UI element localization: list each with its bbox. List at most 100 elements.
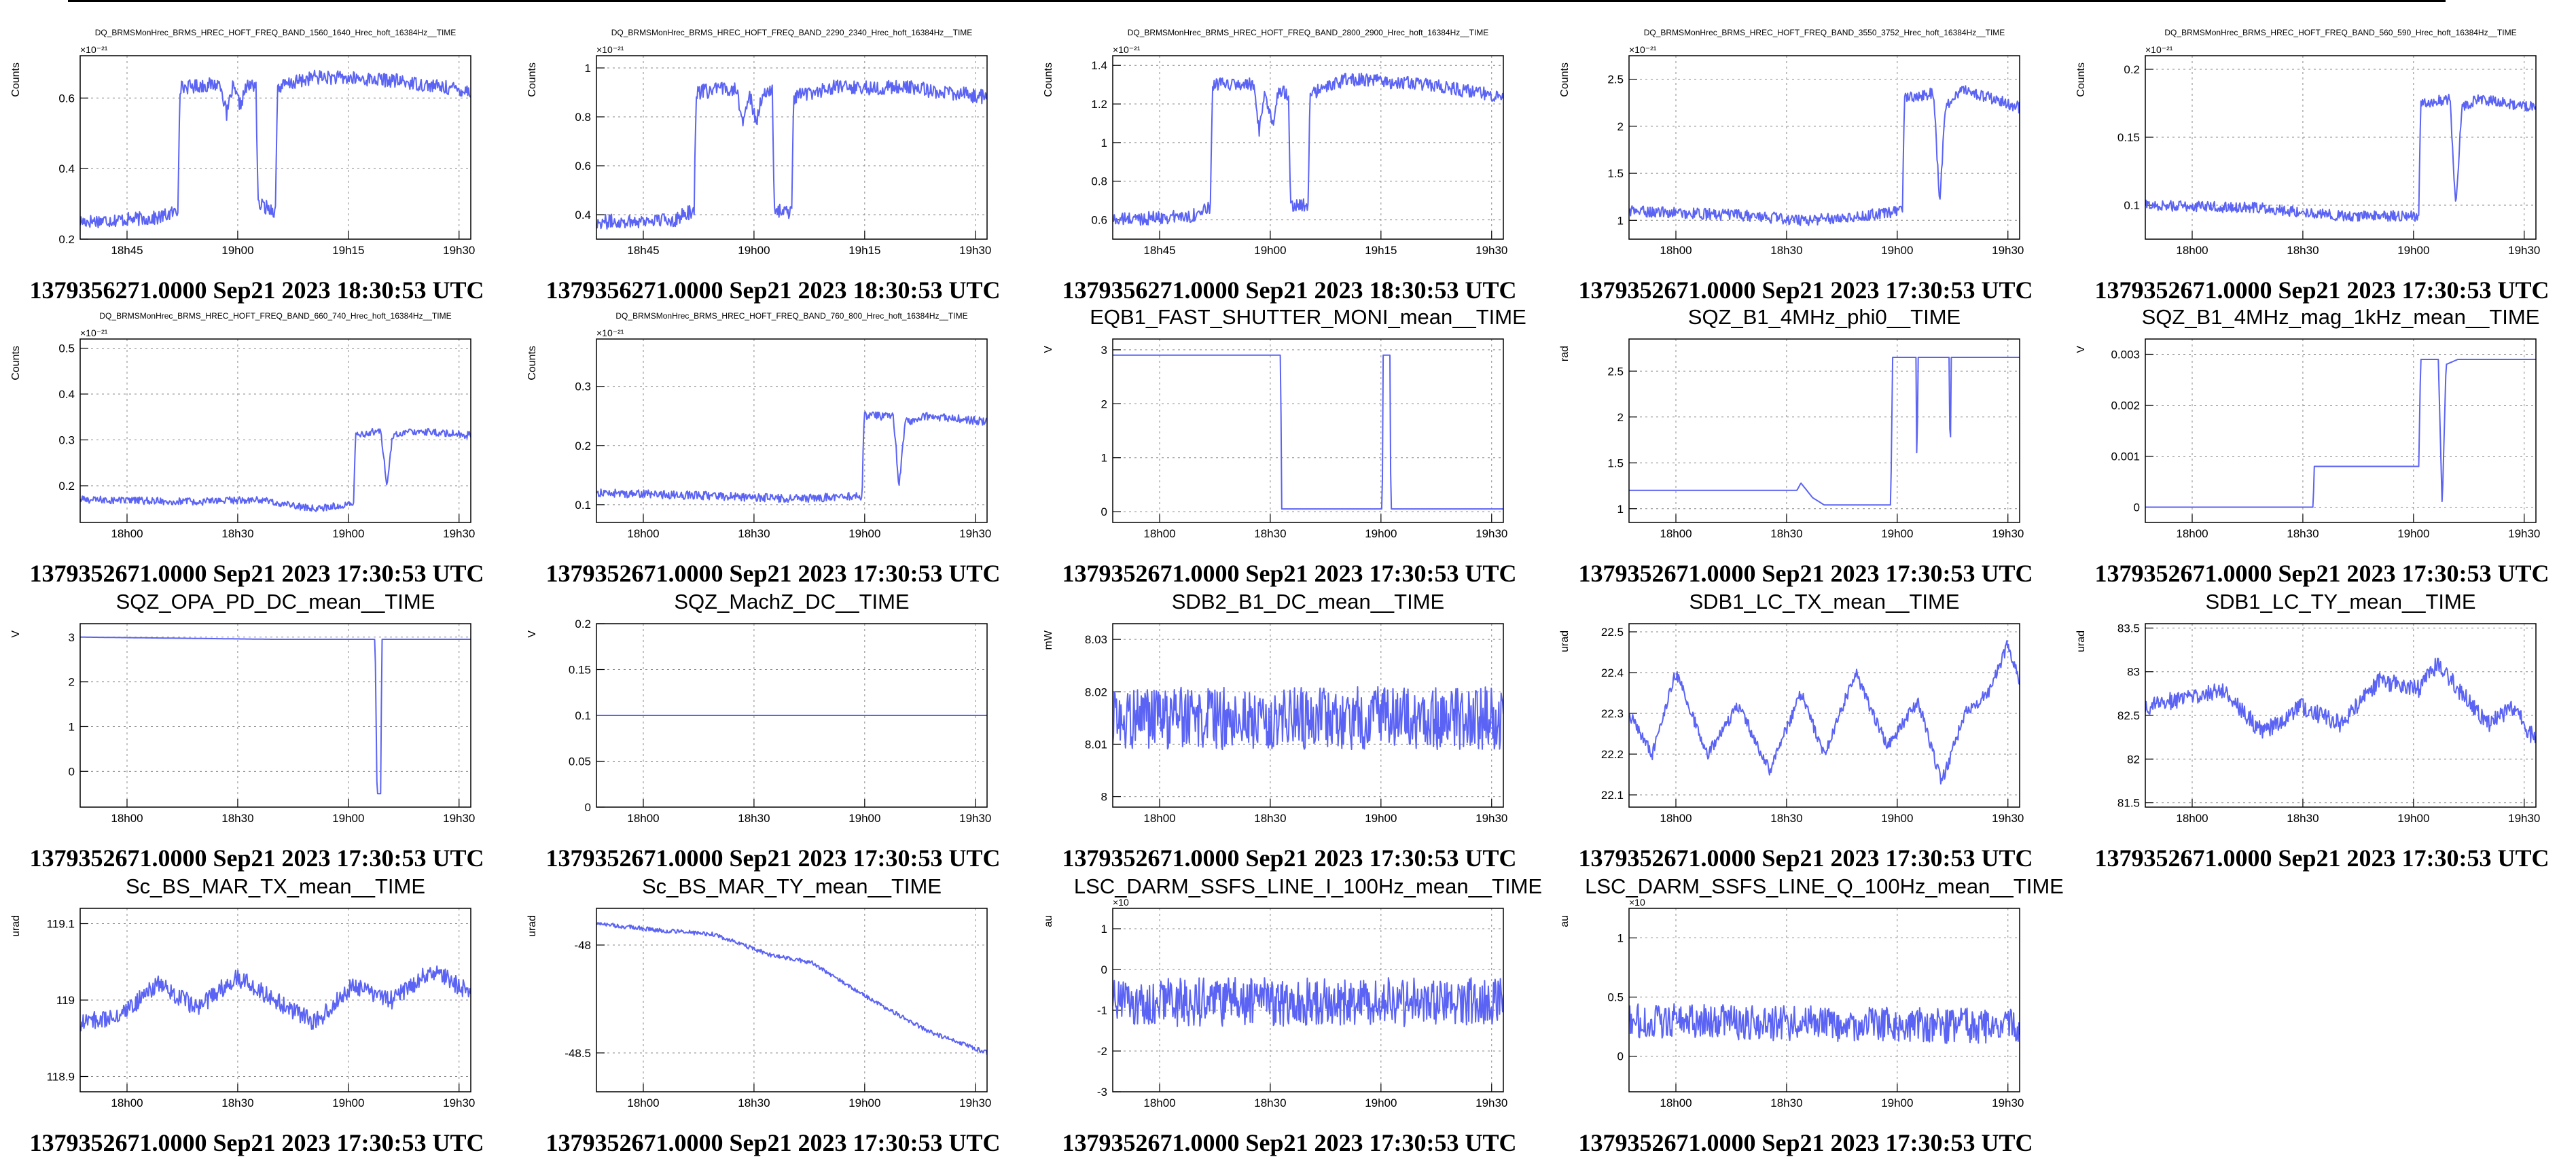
x-tick-label: 19h15 (1365, 244, 1397, 257)
timestamp-label: 1379352671.0000 Sep21 2023 17:30:53 UTC (29, 560, 484, 587)
y-tick-label: 1 (1101, 452, 1107, 465)
series-line (1629, 1003, 2020, 1044)
x-tick-label: 19h00 (332, 812, 364, 825)
x-tick-label: 18h30 (1770, 527, 1802, 540)
timestamp-label: 1379352671.0000 Sep21 2023 17:30:53 UTC (2094, 844, 2550, 872)
timestamp-label: 1379352671.0000 Sep21 2023 17:30:53 UTC (1062, 844, 1517, 872)
plot-frame (1628, 908, 2020, 1092)
y-axis-label: urad (10, 915, 22, 937)
x-tick-label: 19h30 (959, 244, 991, 257)
series-line (1113, 686, 1503, 751)
x-tick-label: 19h30 (2508, 527, 2540, 540)
x-tick-label: 18h45 (627, 244, 659, 257)
y-axis-label: V (1043, 346, 1054, 353)
chart-panel-p4: DQ_BRMSMonHrec_BRMS_HREC_HOFT_FREQ_BAND_… (2071, 20, 2573, 304)
y-exponent: ×10⁻²¹ (1113, 44, 1141, 55)
chart-title: SQZ_MachZ_DC__TIME (674, 590, 909, 613)
timestamp-label: 1379352671.0000 Sep21 2023 17:30:53 UTC (29, 844, 484, 872)
chart-title: SQZ_B1_4MHz_mag_1kHz_mean__TIME (2142, 305, 2540, 329)
x-tick-label: 18h30 (2287, 527, 2319, 540)
x-tick-label: 19h30 (1992, 244, 2024, 257)
y-tick-label: 0 (69, 765, 75, 778)
timestamp-label: 1379352671.0000 Sep21 2023 17:30:53 UTC (1578, 277, 2033, 304)
x-tick-label: 19h00 (332, 527, 364, 540)
chart-title: SDB1_LC_TY_mean__TIME (2205, 590, 2475, 613)
x-tick-label: 18h00 (1660, 244, 1692, 257)
timestamp-label: 1379356271.0000 Sep21 2023 18:30:53 UTC (29, 277, 484, 304)
y-tick-label: 1.5 (1607, 457, 1624, 469)
chart-svg: DQ_BRMSMonHrec_BRMS_HREC_HOFT_FREQ_BAND_… (526, 28, 991, 257)
y-axis-label: au (1043, 915, 1054, 927)
y-exponent: ×10⁻²¹ (80, 327, 108, 338)
chart-svg: DQ_BRMSMonHrec_BRMS_HREC_HOFT_FREQ_BAND_… (1043, 28, 1507, 257)
series-line (1113, 354, 1503, 510)
y-tick-label: 8.02 (1085, 686, 1107, 698)
chart-title: Sc_BS_MAR_TY_mean__TIME (642, 874, 942, 898)
x-tick-label: 19h30 (1992, 812, 2024, 825)
chart-svg: EQB1_FAST_SHUTTER_MONI_mean__TIME V 0 1 2 3 18… (1043, 305, 1526, 540)
x-tick-label: 19h30 (959, 527, 991, 540)
chart-panel-p6: DQ_BRMSMonHrec_BRMS_HREC_HOFT_FREQ_BAND_… (522, 304, 1024, 587)
y-tick-label: 2.5 (1607, 365, 1624, 378)
chart-title: SDB1_LC_TX_mean__TIME (1689, 590, 1959, 613)
plot-frame (1112, 55, 1504, 240)
series-line (596, 79, 987, 230)
chart-panel-p15: Sc_BS_MAR_TX_mean__TIME urad 118.9 119 119.1… (5, 873, 508, 1156)
y-tick-label: 22.4 (1601, 666, 1624, 679)
y-tick-label: 0 (585, 801, 591, 814)
y-tick-label: 0.15 (569, 664, 591, 677)
y-tick-label: 22.5 (1601, 626, 1624, 639)
y-tick-label: 0.4 (58, 162, 75, 175)
chart-panel-p2: DQ_BRMSMonHrec_BRMS_HREC_HOFT_FREQ_BAND_… (1038, 20, 1541, 304)
x-tick-label: 19h30 (2508, 244, 2540, 257)
x-tick-label: 19h00 (1365, 527, 1397, 540)
chart-title: DQ_BRMSMonHrec_BRMS_HREC_HOFT_FREQ_BAND_… (99, 311, 451, 321)
y-tick-label: 1 (585, 62, 591, 75)
x-tick-label: 18h00 (2176, 244, 2208, 257)
x-tick-label: 19h30 (959, 812, 991, 825)
y-tick-label: 0.15 (2117, 131, 2140, 144)
y-tick-label: 118.9 (47, 1071, 75, 1084)
y-tick-label: 0.002 (2111, 399, 2140, 412)
y-tick-label: 0.2 (575, 618, 591, 630)
y-tick-label: -2 (1097, 1045, 1107, 1058)
y-tick-label: -1 (1097, 1004, 1107, 1017)
y-axis-label: V (526, 630, 538, 638)
y-axis-label: au (1559, 915, 1571, 927)
x-tick-label: 19h00 (1365, 812, 1397, 825)
x-tick-label: 19h30 (2508, 812, 2540, 825)
y-exponent: ×10⁻²¹ (596, 44, 624, 55)
timestamp-label: 1379352671.0000 Sep21 2023 17:30:53 UTC (2094, 277, 2550, 304)
x-tick-label: 18h00 (627, 812, 659, 825)
chart-title: Sc_BS_MAR_TX_mean__TIME (126, 874, 425, 898)
y-tick-label: 0.003 (2111, 349, 2140, 361)
x-tick-label: 19h30 (1475, 527, 1507, 540)
x-tick-label: 18h30 (2287, 812, 2319, 825)
y-tick-label: 119 (56, 994, 75, 1007)
x-tick-label: 18h00 (2176, 527, 2208, 540)
plot-frame (1628, 338, 2020, 523)
timestamp-label: 1379352671.0000 Sep21 2023 17:30:53 UTC (2094, 560, 2550, 587)
x-tick-label: 19h30 (1475, 244, 1507, 257)
y-exponent: ×10⁻²¹ (596, 327, 624, 338)
y-axis-label: Counts (10, 63, 22, 97)
x-tick-label: 19h30 (443, 244, 475, 257)
x-tick-label: 18h30 (221, 812, 253, 825)
chart-title: DQ_BRMSMonHrec_BRMS_HREC_HOFT_FREQ_BAND_… (2164, 28, 2516, 37)
x-tick-label: 18h30 (738, 527, 770, 540)
x-tick-label: 18h30 (2287, 244, 2319, 257)
plot-frame (596, 338, 988, 523)
chart-panel-p11: SQZ_MachZ_DC__TIME V 0 0.05 0.1 0.15 0.2 18h00 1… (522, 588, 1024, 872)
x-tick-label: 18h00 (1660, 527, 1692, 540)
chart-panel-p5: DQ_BRMSMonHrec_BRMS_HREC_HOFT_FREQ_BAND_… (5, 304, 508, 587)
x-tick-label: 19h00 (1881, 244, 1913, 257)
x-tick-label: 19h00 (1254, 244, 1286, 257)
chart-title: DQ_BRMSMonHrec_BRMS_HREC_HOFT_FREQ_BAND_… (1128, 28, 1489, 37)
x-tick-label: 18h00 (1660, 812, 1692, 825)
x-tick-label: 18h30 (1770, 244, 1802, 257)
y-axis-label: Counts (1043, 63, 1054, 97)
plot-frame (1628, 55, 2020, 240)
series-line (1113, 72, 1503, 226)
